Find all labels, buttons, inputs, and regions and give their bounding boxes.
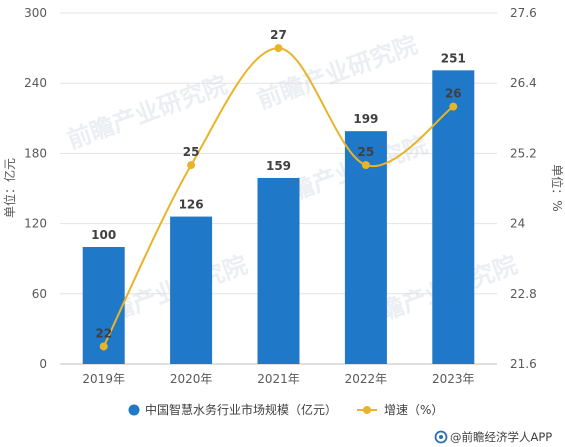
legend: 中国智慧水务行业市场规模（亿元） 增速（%） — [128, 402, 443, 417]
line-point — [361, 161, 370, 170]
left-tick-label: 240 — [24, 76, 47, 90]
legend-line-label: 增速（%） — [384, 403, 443, 417]
bar — [170, 216, 213, 364]
x-tick-label: 2019年 — [82, 372, 125, 386]
legend-line-marker — [363, 406, 371, 414]
legend-bar-label: 中国智慧水务行业市场规模（亿元） — [145, 402, 337, 417]
left-axis-title: 单位：亿元 — [2, 158, 17, 218]
line-value-label: 25 — [358, 145, 375, 159]
right-axis-ticks: 21.6 22.8 24 25.2 26.4 27.6 — [510, 6, 537, 371]
line-value-label: 25 — [183, 145, 200, 159]
right-tick-label: 21.6 — [510, 357, 537, 371]
line-value-label: 26 — [445, 87, 462, 101]
legend-bar-marker — [128, 404, 140, 416]
bar — [257, 177, 300, 364]
x-tick-label: 2022年 — [345, 372, 388, 386]
line-value-label: 22 — [95, 326, 112, 340]
line-point — [99, 342, 108, 351]
right-axis-title: 单位：% — [550, 164, 565, 211]
line-series — [99, 44, 458, 351]
x-tick-label: 2020年 — [170, 372, 213, 386]
line-data-labels: 22 25 27 25 26 — [95, 28, 461, 340]
line-value-label: 27 — [270, 28, 287, 42]
left-tick-label: 180 — [24, 146, 47, 160]
right-tick-label: 27.6 — [510, 6, 537, 20]
x-axis-ticks: 2019年 2020年 2021年 2022年 2023年 — [82, 372, 474, 386]
x-tick-label: 2021年 — [257, 372, 300, 386]
left-axis-ticks: 0 60 120 180 240 300 — [24, 6, 47, 371]
x-tick-label: 2023年 — [432, 372, 475, 386]
bar-value-label: 159 — [266, 159, 291, 173]
line-point — [449, 102, 458, 111]
bar — [432, 70, 475, 364]
logo-icon — [434, 430, 448, 444]
source-credit: @前瞻经济学人APP — [434, 430, 552, 444]
line-point — [187, 161, 196, 170]
grid-lines — [60, 12, 497, 295]
left-tick-label: 300 — [24, 6, 47, 20]
bar-value-label: 251 — [441, 51, 466, 65]
bar-value-label: 199 — [353, 112, 378, 126]
right-tick-label: 26.4 — [510, 76, 537, 90]
line-point — [274, 44, 283, 53]
right-tick-label: 22.8 — [510, 287, 537, 301]
bar — [344, 131, 387, 364]
right-tick-label: 25.2 — [510, 146, 537, 160]
left-tick-label: 120 — [24, 217, 47, 231]
left-tick-label: 60 — [32, 287, 47, 301]
bar-data-labels: 100 126 159 199 251 — [91, 51, 466, 242]
left-tick-label: 0 — [39, 357, 47, 371]
bar-value-label: 100 — [91, 228, 116, 242]
watermark-logo: 前瞻产业研究院 — [254, 31, 421, 115]
right-tick-label: 24 — [510, 217, 525, 231]
source-text: @前瞻经济学人APP — [450, 430, 552, 444]
bar-value-label: 126 — [179, 198, 204, 212]
